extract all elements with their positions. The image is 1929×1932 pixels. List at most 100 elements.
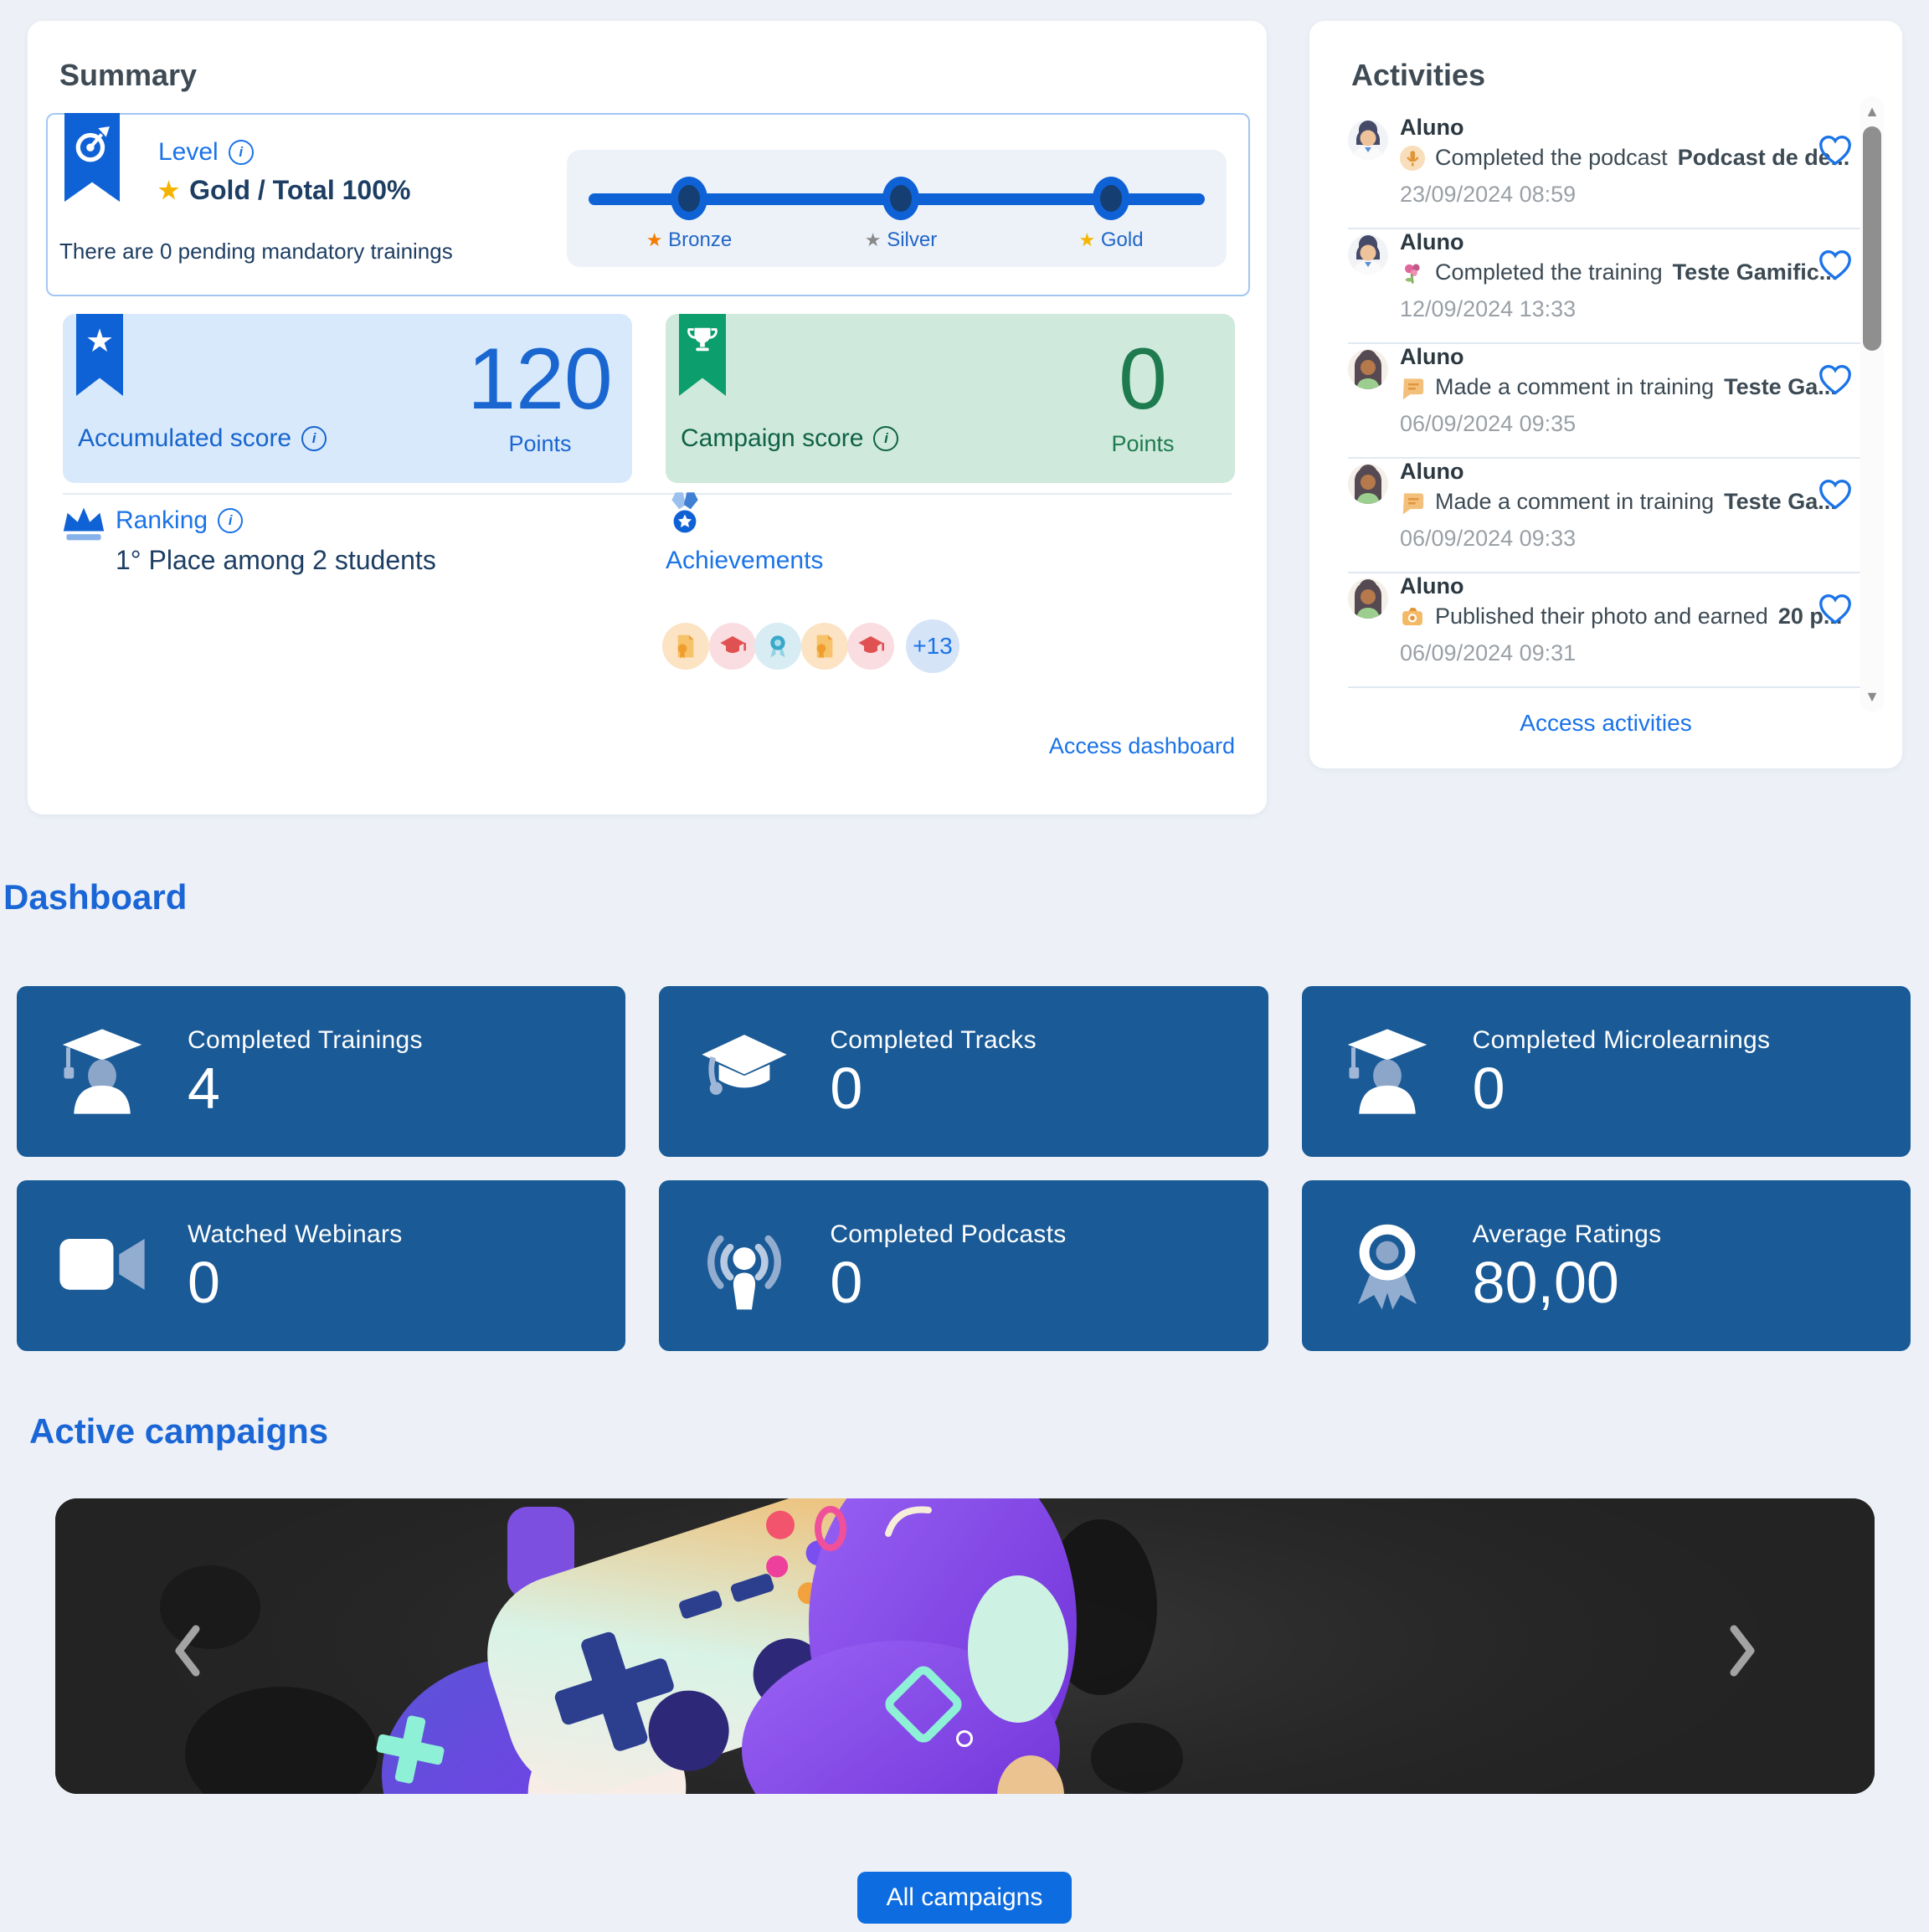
activity-text-subject: Teste Ga... (1724, 489, 1837, 514)
milestone-gold-label: Gold (1100, 229, 1144, 251)
activity-text: Made a comment in training Teste Ga... (1400, 374, 1837, 400)
activity-text-subject: 20 p... (1777, 604, 1843, 629)
activities-scrollbar[interactable]: ▲ ▼ (1860, 96, 1884, 712)
ranking-info-icon[interactable]: i (218, 508, 244, 533)
access-dashboard-link[interactable]: Access dashboard (1048, 733, 1235, 758)
medal-icon (1342, 1220, 1433, 1311)
ranking-label-row: Ranking i (116, 506, 244, 535)
graduate-icon (1342, 1026, 1433, 1117)
activity-user-name: Aluno (1400, 115, 1464, 140)
campaign-banner[interactable] (55, 1498, 1875, 1794)
activity-text-prefix: Made a comment in training (1435, 489, 1715, 514)
achievement-badge[interactable] (801, 623, 848, 670)
gold-star-icon: ★ (1078, 229, 1096, 250)
male-student-avatar (1348, 120, 1388, 160)
rosette-medal-icon (770, 635, 785, 658)
activity-text-prefix: Completed the podcast (1435, 145, 1668, 170)
milestone-gold: ★ Gold (1036, 229, 1186, 252)
summary-card: Summary Level i ★ Gold / Total 100% Ther… (28, 21, 1267, 814)
dashboard-cards-grid: Completed Trainings 4 Completed Tracks 0… (17, 986, 1911, 1351)
accumulated-score-label-row: Accumulated score i (78, 424, 327, 453)
accumulated-score-label: Accumulated score (78, 424, 292, 452)
female-student-avatar (1348, 464, 1388, 504)
scroll-up-icon[interactable]: ▲ (1865, 103, 1880, 120)
female-student-avatar (1348, 578, 1388, 619)
activity-user-name: Aluno (1400, 344, 1464, 369)
campaign-score-label-row: Campaign score i (681, 424, 899, 453)
activity-item: Aluno Made a comment in training Teste G… (1348, 459, 1864, 573)
stat-label: Completed Trainings (188, 1026, 423, 1054)
milestone-bronze: ★ Bronze (614, 229, 764, 252)
carousel-next-icon[interactable] (1727, 1624, 1757, 1678)
achievement-badge[interactable] (662, 623, 709, 670)
level-ribbon (64, 113, 120, 202)
level-info-icon[interactable]: i (228, 140, 254, 165)
stat-value: 80,00 (1472, 1250, 1619, 1315)
comment-icon (1402, 377, 1425, 400)
comment-icon (1402, 491, 1425, 515)
stat-label: Completed Podcasts (830, 1220, 1067, 1248)
campaign-score-info-icon[interactable]: i (873, 426, 899, 451)
scrollbar-thumb[interactable] (1863, 126, 1881, 351)
stat-card-completed-tracks: Completed Tracks 0 (659, 986, 1268, 1157)
milestone-silver: ★ Silver (826, 229, 976, 252)
like-heart-icon[interactable] (1818, 364, 1852, 396)
all-campaigns-button[interactable]: All campaigns (857, 1872, 1072, 1924)
silver-star-icon: ★ (864, 229, 882, 250)
level-value: Gold / Total 100% (189, 175, 411, 205)
score-ribbon (679, 314, 726, 396)
achievements-label: Achievements (666, 547, 824, 574)
stat-card-average-ratings: Average Ratings 80,00 (1301, 1180, 1911, 1351)
more-achievements-badge[interactable]: +13 (906, 619, 959, 673)
accumulated-score-info-icon[interactable]: i (301, 426, 327, 451)
stat-card-completed-trainings: Completed Trainings 4 (17, 986, 626, 1157)
male-student-avatar (1348, 234, 1388, 275)
score-ribbon: ★ (76, 314, 123, 396)
camera-icon (1402, 607, 1422, 625)
level-label: Level (158, 138, 219, 166)
achievement-badge[interactable] (754, 623, 801, 670)
stat-label: Average Ratings (1472, 1220, 1662, 1248)
stat-value: 4 (188, 1056, 220, 1121)
activity-text-subject: Teste Ga... (1724, 374, 1837, 399)
gold-star-icon: ★ (158, 177, 180, 203)
activity-text-subject: Teste Gamific... (1672, 259, 1839, 285)
achievement-badge[interactable] (709, 623, 756, 670)
carousel-page-indicator[interactable] (956, 1730, 973, 1747)
level-label-row: Level i (158, 138, 254, 167)
podcast-icon (1400, 145, 1425, 171)
milestone-silver-label: Silver (887, 229, 938, 251)
like-heart-icon[interactable] (1818, 135, 1852, 167)
stat-label: Completed Tracks (830, 1026, 1037, 1054)
access-activities-link[interactable]: Access activities (1520, 710, 1692, 736)
trophy-icon (687, 326, 718, 352)
like-heart-icon[interactable] (1818, 479, 1852, 511)
target-icon (73, 125, 111, 163)
campaign-score-label: Campaign score (681, 424, 864, 452)
podcast-icon (699, 1220, 790, 1311)
activity-date: 23/09/2024 08:59 (1400, 182, 1577, 207)
silver-milestone-dot (882, 177, 919, 220)
graduation-cap-icon (699, 1026, 790, 1117)
achievement-badge[interactable] (847, 623, 894, 670)
activity-text: Published their photo and earned 20 p... (1400, 604, 1842, 629)
summary-divider (63, 493, 1232, 495)
like-heart-icon[interactable] (1818, 593, 1852, 625)
dashboard-section-title: Dashboard (3, 877, 188, 917)
summary-title: Summary (59, 58, 198, 92)
stat-label: Watched Webinars (188, 1220, 403, 1248)
accumulated-score-unit: Points (508, 431, 572, 456)
campaign-score-unit: Points (1111, 431, 1175, 456)
accumulated-score-value: 120 (467, 331, 613, 428)
activity-text-prefix: Completed the training (1435, 259, 1663, 285)
campaign-score-value: 0 (1119, 331, 1167, 428)
carousel-previous-icon[interactable] (172, 1624, 203, 1678)
activity-text-prefix: Published their photo and earned (1435, 604, 1768, 629)
gold-milestone-dot (1093, 177, 1129, 220)
activity-date: 06/09/2024 09:35 (1400, 411, 1577, 436)
certificate-icon (816, 635, 833, 659)
like-heart-icon[interactable] (1818, 249, 1852, 281)
activity-text: Made a comment in training Teste Ga... (1400, 489, 1837, 515)
scroll-down-icon[interactable]: ▼ (1865, 688, 1880, 705)
ranking-value: 1° Place among 2 students (116, 545, 436, 575)
